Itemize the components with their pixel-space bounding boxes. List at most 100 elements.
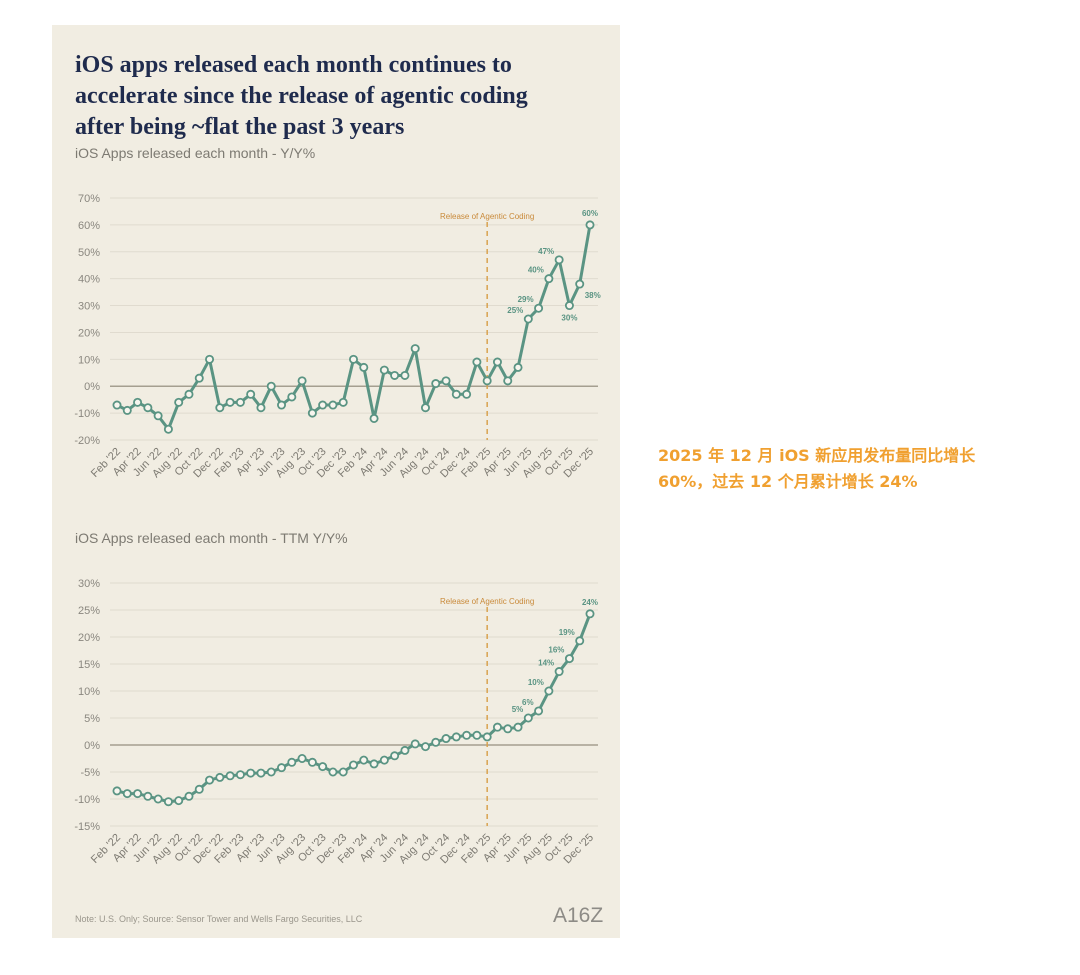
data-point	[575, 279, 585, 289]
y-tick-label: 10%	[78, 686, 100, 698]
data-point	[122, 405, 132, 415]
data-point	[472, 730, 482, 740]
data-point	[143, 791, 153, 801]
data-point	[174, 796, 184, 806]
data-point	[215, 772, 225, 782]
data-point	[544, 686, 554, 696]
data-point	[153, 794, 163, 804]
data-point	[564, 654, 574, 664]
y-tick-label: -5%	[80, 767, 100, 779]
value-label: 14%	[538, 659, 554, 668]
data-point	[523, 314, 533, 324]
value-label: 47%	[538, 247, 554, 256]
data-point	[451, 732, 461, 742]
data-point	[534, 303, 544, 313]
y-tick-label: 40%	[78, 274, 100, 286]
data-point	[534, 706, 544, 716]
data-point	[420, 742, 430, 752]
data-point	[523, 713, 533, 723]
chart-subtitle: iOS Apps released each month - TTM Y/Y%	[75, 530, 348, 546]
data-point	[256, 768, 266, 778]
y-tick-label: 20%	[78, 632, 100, 644]
value-label: 40%	[528, 266, 544, 275]
data-point	[482, 376, 492, 386]
y-tick-label: 50%	[78, 247, 100, 259]
value-label: 24%	[582, 598, 598, 607]
y-tick-label: -10%	[74, 408, 100, 420]
data-point	[359, 755, 369, 765]
data-point	[153, 411, 163, 421]
y-tick-label: -20%	[74, 435, 100, 447]
data-point	[503, 376, 513, 386]
data-point	[246, 389, 256, 399]
y-tick-label: 25%	[78, 605, 100, 617]
footer-note: Note: U.S. Only; Source: Sensor Tower an…	[75, 914, 363, 924]
value-label: 19%	[559, 628, 575, 637]
data-point	[266, 767, 276, 777]
data-point	[492, 722, 502, 732]
data-point	[554, 667, 564, 677]
data-point	[215, 403, 225, 413]
data-point	[184, 389, 194, 399]
data-point	[462, 389, 472, 399]
value-label: 10%	[528, 678, 544, 687]
value-label: 38%	[585, 291, 601, 300]
y-tick-label: 30%	[78, 301, 100, 313]
data-point	[585, 609, 595, 619]
data-point	[235, 770, 245, 780]
data-point	[235, 397, 245, 407]
data-point	[225, 397, 235, 407]
data-point	[122, 789, 132, 799]
data-point	[462, 730, 472, 740]
data-point	[194, 373, 204, 383]
data-point	[318, 400, 328, 410]
y-tick-label: 20%	[78, 327, 100, 339]
data-point	[390, 751, 400, 761]
data-point	[266, 381, 276, 391]
data-point	[163, 424, 173, 434]
data-point	[277, 763, 287, 773]
data-point	[431, 379, 441, 389]
data-point	[369, 413, 379, 423]
y-tick-label: 30%	[78, 578, 100, 590]
data-point	[297, 754, 307, 764]
chart-subtitle: iOS Apps released each month - Y/Y%	[75, 145, 315, 161]
annotation-text: Release of Agentic Coding	[440, 597, 534, 606]
y-tick-label: -15%	[74, 821, 100, 833]
data-point	[143, 403, 153, 413]
y-tick-label: 10%	[78, 354, 100, 366]
page-title: iOS apps released each month continues t…	[75, 52, 528, 140]
data-point	[431, 737, 441, 747]
data-point	[492, 357, 502, 367]
data-point	[575, 636, 585, 646]
data-point	[369, 759, 379, 769]
data-point	[513, 722, 523, 732]
value-label: 30%	[561, 314, 577, 323]
data-point	[225, 771, 235, 781]
data-point	[287, 757, 297, 767]
side-note: 2025 年 12 月 iOS 新应用发布量同比增长 60%，过去 12 个月累…	[658, 446, 976, 491]
data-point	[441, 734, 451, 744]
value-label: 29%	[518, 295, 534, 304]
data-point	[564, 301, 574, 311]
data-point	[513, 362, 523, 372]
data-point	[400, 370, 410, 380]
data-point	[184, 791, 194, 801]
data-point	[400, 745, 410, 755]
data-point	[256, 403, 266, 413]
data-point	[328, 767, 338, 777]
data-point	[410, 344, 420, 354]
value-label: 16%	[548, 646, 564, 655]
data-point	[174, 397, 184, 407]
value-label: 5%	[512, 705, 524, 714]
data-point	[410, 739, 420, 749]
card	[52, 25, 620, 938]
data-point	[348, 354, 358, 364]
value-label: 25%	[507, 306, 523, 315]
data-point	[307, 408, 317, 418]
data-point	[482, 732, 492, 742]
logo: A16Z	[553, 904, 603, 927]
data-point	[503, 724, 513, 734]
